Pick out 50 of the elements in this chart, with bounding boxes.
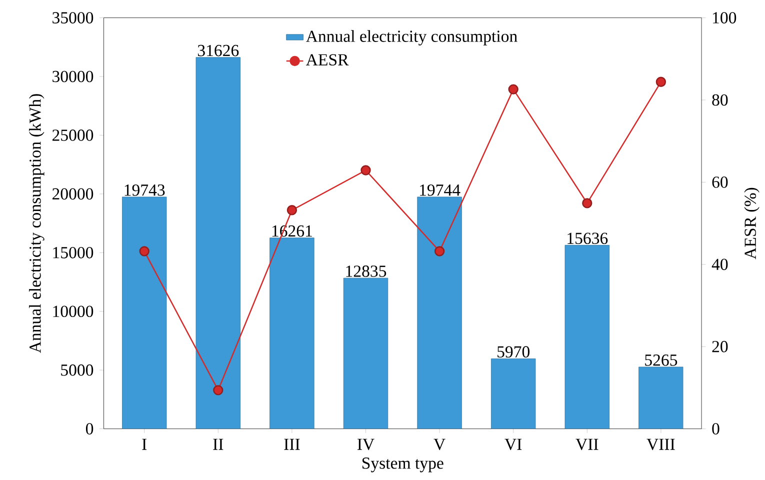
bar [638,366,684,429]
bar [417,196,462,429]
x-tick-label: VIII [646,438,675,450]
data-label: 12835 [346,265,386,277]
bar [122,196,167,429]
y-tick-label: 5000 [61,364,94,376]
y2-tick-label: 40 [712,258,728,270]
x-tick-label: III [284,438,300,450]
bar [270,238,314,429]
data-label: 31626 [198,44,239,56]
legend-label: Annual electricity consumption [306,30,518,46]
x-axis-title: System type [362,457,444,472]
y-tick-label: 25000 [52,129,94,141]
x-tick-label: IV [357,438,374,450]
x-tick-label: V [434,438,446,450]
y2-tick-label: 80 [712,94,728,106]
y2-tick-label: 20 [712,340,728,352]
y2-tick-label: 60 [712,176,728,188]
point [286,204,298,216]
data-label: 15636 [568,232,608,244]
data-label: 5970 [498,346,530,358]
point [508,84,518,94]
y-tick-label: 10000 [53,306,94,317]
y2-axis-title: AESR (%) [744,188,760,260]
point [582,198,592,208]
y-tick-label: 0 [86,423,94,434]
point [139,246,150,256]
y-tick-label: 30000 [52,70,94,82]
y-tick-label: 20000 [52,188,94,200]
x-tick-label: VI [504,438,522,450]
bar [564,244,610,429]
bar [491,358,536,429]
y-tick-label: 15000 [53,246,94,258]
y-tick-label: 35000 [52,12,94,24]
point [213,384,224,396]
bar [343,278,388,429]
y2-tick-label: 0 [712,423,720,434]
point [360,165,371,176]
data-label: 5265 [645,354,678,366]
legend-label: AESR [306,54,349,66]
x-tick-label: VII [576,438,598,450]
point [434,246,445,256]
y2-tick-label: 100 [713,12,736,24]
x-tick-label: II [213,438,224,450]
x-tick-label: I [142,438,147,450]
point [656,76,666,87]
data-label: 19744 [420,184,460,196]
data-label: 19743 [124,184,165,196]
y-axis-title: Annual electricity consumption (kWh) [29,94,44,353]
bar [196,57,240,429]
